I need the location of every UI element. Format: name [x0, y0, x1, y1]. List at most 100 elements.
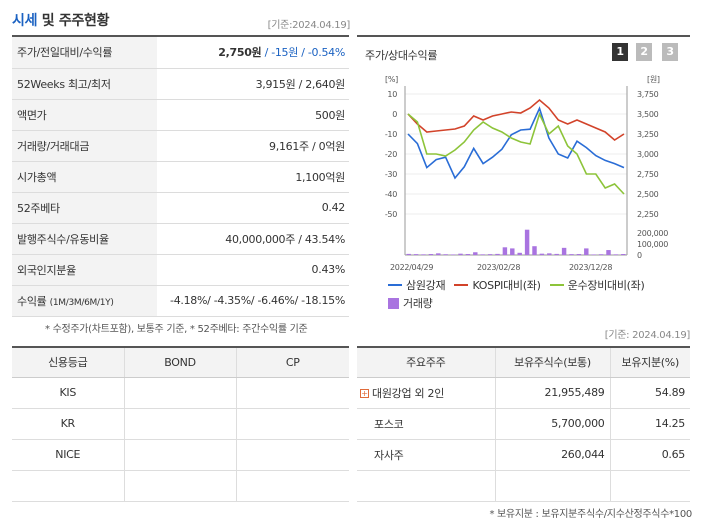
y-tick-left: -10: [385, 130, 397, 139]
y-tick-left: -40: [385, 190, 397, 199]
chart-page-1-button[interactable]: 1: [612, 43, 628, 61]
column-header: 신용등급: [12, 347, 125, 378]
chart-legend: 삼원강재 KOSPI대비(좌) 운수장비대비(좌) 거래량: [388, 276, 651, 312]
volume-bar: [443, 254, 448, 255]
x-tick: 2023/02/28: [477, 263, 520, 272]
volume-bar: [428, 254, 434, 255]
volume-tick: 0: [637, 251, 642, 260]
holder-cell: + 대원강업 외 2인: [357, 377, 496, 409]
volume-bar: [473, 252, 478, 255]
table-header-row: 신용등급 BOND CP: [12, 347, 349, 378]
row-value: 500원: [157, 99, 349, 131]
legend-item: KOSPI대비(좌): [454, 277, 541, 293]
cp-cell: [236, 408, 349, 440]
volume-bar: [480, 254, 485, 255]
price-info-table: 주가/전일대비/수익률 2,750원 / -15원 / -0.54% 52Wee…: [12, 37, 349, 317]
bond-cell: [124, 377, 237, 409]
shares-cell: 21,955,489: [495, 377, 611, 409]
column-header: CP: [236, 347, 349, 378]
row-value: 0.43%: [157, 254, 349, 286]
y-tick-left: -50: [385, 210, 397, 219]
row-label: 52주베타: [12, 192, 157, 224]
credit-rating-table: 신용등급 BOND CP KIS KR NICE: [12, 346, 349, 502]
volume-bar: [539, 253, 545, 255]
shares-cell: 260,044: [495, 439, 611, 471]
table-row: [12, 470, 349, 502]
volume-bar: [613, 254, 619, 255]
table-row: KIS: [12, 377, 349, 409]
table-row: 외국인지분율 0.43%: [12, 254, 349, 286]
price-change: / -15원 / -0.54%: [261, 46, 346, 60]
table-row: 자사주 260,044 0.65: [357, 439, 690, 471]
table-header-row: 주요주주 보유주식수(보통) 보유지분(%): [357, 347, 690, 378]
volume-bar: [406, 253, 411, 255]
volume-bar: [532, 246, 537, 255]
table-row: KR: [12, 408, 349, 440]
row-value: 9,161주 / 0억원: [157, 130, 349, 162]
volume-bar: [547, 253, 552, 255]
row-label-main: 수익률: [17, 294, 47, 308]
section-title: 시세 및 주주현황: [12, 10, 110, 30]
chart-page-2-button[interactable]: 2: [636, 43, 652, 61]
expand-icon[interactable]: +: [360, 389, 369, 398]
legend-label: KOSPI대비(좌): [472, 279, 541, 292]
major-holders-table: 주요주주 보유주식수(보통) 보유지분(%) + 대원강업 외 2인 21,955…: [357, 346, 690, 502]
legend-line-green: [549, 284, 564, 286]
price-chart: [%] [원] 10 0 -10 -20 -30 -40 -50 3,750 3,500 3,250 3…: [385, 75, 669, 272]
volume-bar: [621, 254, 626, 255]
volume-bar: [576, 254, 582, 255]
cp-cell: [236, 470, 349, 502]
table-row: 거래량/거래대금 9,161주 / 0억원: [12, 130, 349, 162]
shares-cell: 5,700,000: [495, 408, 611, 440]
legend-item: 거래량: [388, 295, 433, 311]
shares-cell: [495, 470, 611, 502]
agency-cell: [12, 470, 125, 502]
table-row: 52주베타 0.42: [12, 192, 349, 224]
holder-name-link[interactable]: 대원강업 외 2인: [372, 386, 445, 400]
chart-title: 주가/상대수익률: [365, 49, 438, 62]
footnote: * 수정주가(차트포함), 보통주 기준, * 52주베타: 주간수익률 기준: [45, 324, 308, 335]
y-tick-left: -30: [385, 170, 397, 179]
y-tick-left: 10: [387, 90, 397, 99]
section-title-main: 시세: [12, 13, 38, 29]
table-row: 발행주식수/유동비율 40,000,000주 / 43.54%: [12, 223, 349, 255]
stake-cell: [610, 470, 690, 502]
legend-square-purple: [388, 297, 399, 309]
legend-item: 운수장비대비(좌): [549, 277, 645, 293]
y-tick-right: 2,250: [637, 210, 659, 219]
volume-bar: [487, 254, 493, 255]
bond-cell: [124, 439, 237, 471]
volume-bar: [517, 252, 522, 255]
row-label: 52Weeks 최고/최저: [12, 68, 157, 100]
left-axis-unit: [%]: [385, 75, 398, 84]
base-date: [기준: 2024.04.19]: [604, 330, 691, 341]
y-tick-right: 2,750: [637, 170, 659, 179]
volume-bar: [450, 254, 456, 255]
section-title-sub: 및 주주현황: [37, 13, 110, 29]
table-row: 액면가 500원: [12, 99, 349, 131]
table-row: 시가총액 1,100억원: [12, 161, 349, 193]
volume-bar: [561, 247, 567, 255]
holder-cell: [357, 470, 496, 502]
y-tick-right: 3,500: [637, 110, 659, 119]
row-value: -4.18%/ -4.35%/ -6.46%/ -18.15%: [157, 285, 349, 317]
volume-bar: [524, 229, 530, 255]
column-header: 주요주주: [357, 347, 496, 378]
volume-bar: [591, 254, 596, 255]
y-tick-left: -20: [385, 150, 397, 159]
column-header: 보유지분(%): [610, 347, 690, 378]
legend-item: 삼원강재: [388, 277, 446, 293]
row-label: 외국인지분율: [12, 254, 157, 286]
y-tick-right: 3,750: [637, 90, 659, 99]
chart-page-3-button[interactable]: 3: [662, 43, 678, 61]
row-value: 3,915원 / 2,640원: [157, 68, 349, 100]
legend-line-red: [454, 284, 469, 286]
legend-label: 삼원강재: [406, 279, 446, 292]
agency-cell: NICE: [12, 439, 125, 471]
row-label-sub: (1M/3M/6M/1Y): [49, 297, 114, 308]
holder-cell: 자사주: [357, 439, 496, 471]
divider: [357, 35, 690, 37]
table-row: 주가/전일대비/수익률 2,750원 / -15원 / -0.54%: [12, 37, 349, 69]
table-row: [357, 470, 690, 502]
agency-cell: KIS: [12, 377, 125, 409]
